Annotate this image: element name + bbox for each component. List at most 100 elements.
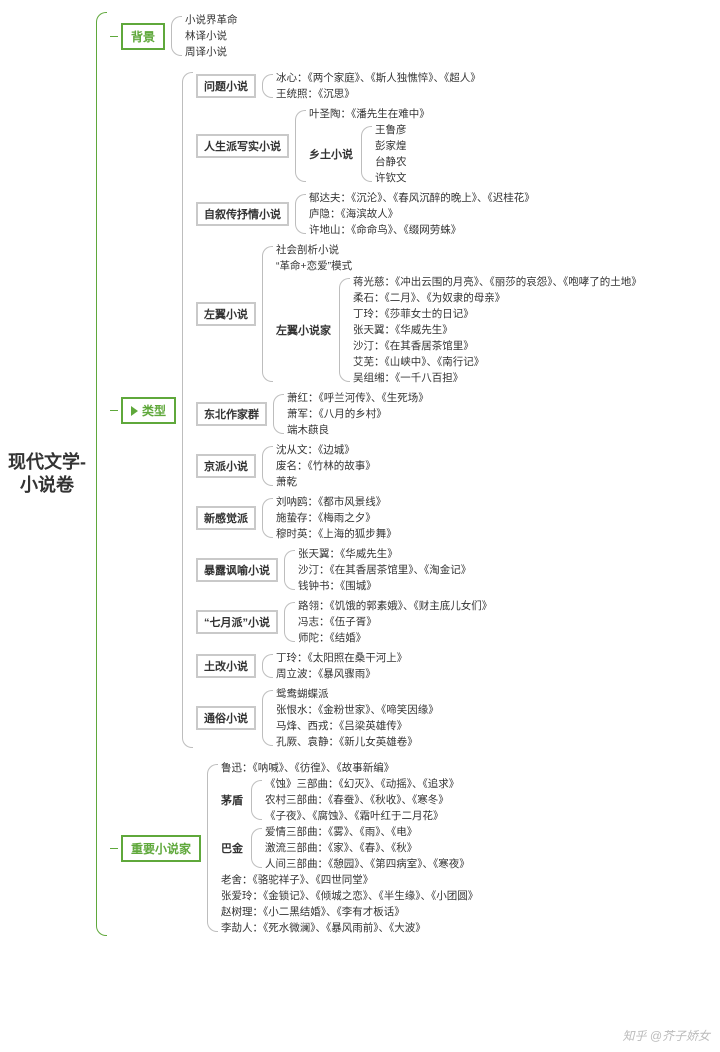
leaf-text: 吴组缃：《一千八百担》 <box>353 370 463 386</box>
branch: 冰心：《两个家庭》、《斯人独憔悴》、《超人》王统照：《沉思》 <box>256 70 481 102</box>
l1-box: 重要小说家 <box>121 835 201 862</box>
leaf-text: 农村三部曲：《春蚕》、《秋收》、《寒冬》 <box>265 792 449 808</box>
leaf-row: 人间三部曲：《憩园》、《第四病室》、《寒夜》 <box>265 856 470 872</box>
leaf-row: 农村三部曲：《春蚕》、《秋收》、《寒冬》 <box>265 792 459 808</box>
subnode-row: 左翼小说家蒋光慈：《冲出云围的月亮》、《丽莎的哀怨》、《咆哮了的土地》柔石：《二… <box>276 274 642 386</box>
bracket <box>251 780 262 820</box>
leaf-text: 鸳鸯蝴蝶派 <box>276 686 329 702</box>
leaf-text: 赵树理：《小二黑结婚》、《李有才板话》 <box>221 904 405 920</box>
leaf-text: 师陀：《结婚》 <box>298 630 366 646</box>
leaf-row: 许地山：《命命鸟》、《缀网劳蛛》 <box>309 222 535 238</box>
children-col: 鸳鸯蝴蝶派张恨水：《金粉世家》、《啼笑因缘》马烽、西戎：《吕梁英雄传》孔厥、袁静… <box>276 686 439 750</box>
leaf-text: 萧红：《呼兰河传》、《生死场》 <box>287 390 429 406</box>
leaf-row: 李劼人：《死水微澜》、《暴风雨前》、《大波》 <box>221 920 478 936</box>
leaf-text: 孔厥、袁静：《新儿女英雄卷》 <box>276 734 418 750</box>
l2-box: 京派小说 <box>196 454 256 478</box>
leaf-row: 艾芜：《山峡中》、《南行记》 <box>353 354 642 370</box>
leaf-text: 端木蕻良 <box>287 422 329 438</box>
leaf-text: 沙汀：《在其香居茶馆里》、《淘金记》 <box>298 562 471 578</box>
root-bracket <box>96 12 107 936</box>
leaf-row: 小说界革命 <box>185 12 238 28</box>
leaf-row: 路翎：《饥饿的郭素娥》、《财主底儿女们》 <box>298 598 492 614</box>
children-col: 沈从文：《边城》废名：《竹林的故事》萧乾 <box>276 442 376 490</box>
branch: 路翎：《饥饿的郭素娥》、《财主底儿女们》冯志：《伍子胥》师陀：《结婚》 <box>278 598 492 646</box>
children-col: 冰心：《两个家庭》、《斯人独憔悴》、《超人》王统照：《沉思》 <box>276 70 481 102</box>
leaf-row: 萧红：《呼兰河传》、《生死场》 <box>287 390 429 406</box>
l2-row: 暴露讽喻小说张天翼：《华威先生》沙汀：《在其香居茶馆里》、《淘金记》钱钟书：《围… <box>196 546 642 594</box>
leaf-row: 张天翼：《华威先生》 <box>353 322 642 338</box>
leaf-row: 钱钟书：《围城》 <box>298 578 471 594</box>
bracket <box>171 16 182 56</box>
leaf-text: 废名：《竹林的故事》 <box>276 458 376 474</box>
leaf-row: 周立波：《暴风骤雨》 <box>276 666 407 682</box>
leaf-text: 老舍：《骆驼祥子》、《四世同堂》 <box>221 872 373 888</box>
leaf-row: 柔石：《二月》、《为奴隶的母亲》 <box>353 290 642 306</box>
bracket <box>262 654 273 678</box>
bracket <box>251 828 262 868</box>
level1-container: 背景 小说界革命林译小说周译小说类型 问题小说冰心：《两个家庭》、《斯人独憔悴》、《… <box>110 8 642 940</box>
leaf-row: 叶圣陶：《潘先生在难中》 <box>309 106 430 122</box>
leaf-text: 穆时英：《上海的狐步舞》 <box>276 526 397 542</box>
leaf-text: 柔石：《二月》、《为奴隶的母亲》 <box>353 290 505 306</box>
l2-row: 东北作家群萧红：《呼兰河传》、《生死场》萧军：《八月的乡村》端木蕻良 <box>196 390 642 438</box>
bracket <box>262 690 273 746</box>
leaf-row: 萧乾 <box>276 474 376 490</box>
branch: 张天翼：《华威先生》沙汀：《在其香居茶馆里》、《淘金记》钱钟书：《围城》 <box>278 546 471 594</box>
l1-label: 类型 <box>142 404 166 418</box>
l1-label: 背景 <box>131 30 155 44</box>
leaf-row: 张爱玲：《金锁记》、《倾城之恋》、《半生缘》、《小团圆》 <box>221 888 478 904</box>
l2-col: 问题小说冰心：《两个家庭》、《斯人独憔悴》、《超人》王统照：《沉思》人生派写实小… <box>196 68 642 752</box>
children-col: 《蚀》三部曲：《幻灭》、《动摇》、《追求》农村三部曲：《春蚕》、《秋收》、《寒冬… <box>265 776 459 824</box>
watermark: 知乎 @芥子娇女 <box>622 1027 710 1044</box>
leaf-text: 张爱玲：《金锁记》、《倾城之恋》、《半生缘》、《小团圆》 <box>221 888 478 904</box>
leaf-text: 丁玲：《太阳照在桑干河上》 <box>276 650 407 666</box>
branch: 丁玲：《太阳照在桑干河上》周立波：《暴风骤雨》 <box>256 650 407 682</box>
leaf-text: 萧乾 <box>276 474 297 490</box>
bracket <box>273 394 284 434</box>
connector-stub <box>110 36 118 37</box>
children-col: 张天翼：《华威先生》沙汀：《在其香居茶馆里》、《淘金记》钱钟书：《围城》 <box>298 546 471 594</box>
leaf-text: 社会剖析小说 <box>276 242 339 258</box>
leaf-row: 爱情三部曲：《雾》、《雨》、《电》 <box>265 824 470 840</box>
bracket <box>284 602 295 642</box>
leaf-text: 小说界革命 <box>185 12 238 28</box>
leaf-text: 周译小说 <box>185 44 227 60</box>
connector-stub <box>110 410 118 411</box>
leaf-row: 师陀：《结婚》 <box>298 630 492 646</box>
leaf-text: 马烽、西戎：《吕梁英雄传》 <box>276 718 407 734</box>
leaf-text: 刘呐鸥：《都市风景线》 <box>276 494 386 510</box>
l2-box: 问题小说 <box>196 74 256 98</box>
l1-row: 背景 小说界革命林译小说周译小说 <box>110 12 642 60</box>
l2-box: “七月派”小说 <box>196 610 278 634</box>
leaf-row: 孔厥、袁静：《新儿女英雄卷》 <box>276 734 439 750</box>
leaf-row: 沈从文：《边城》 <box>276 442 376 458</box>
leaf-text: 李劼人：《死水微澜》、《暴风雨前》、《大波》 <box>221 920 426 936</box>
children-col: 路翎：《饥饿的郭素娥》、《财主底儿女们》冯志：《伍子胥》师陀：《结婚》 <box>298 598 492 646</box>
leaf-text: 《子夜》、《腐蚀》、《霜叶红于二月花》 <box>265 808 444 824</box>
leaf-row: 周译小说 <box>185 44 238 60</box>
l2-row: 问题小说冰心：《两个家庭》、《斯人独憔悴》、《超人》王统照：《沉思》 <box>196 70 642 102</box>
leaf-row: 郁达夫：《沉沦》、《春风沉醉的晚上》、《迟桂花》 <box>309 190 535 206</box>
leaf-text: 周立波：《暴风骤雨》 <box>276 666 376 682</box>
children-col: 蒋光慈：《冲出云围的月亮》、《丽莎的哀怨》、《咆哮了的土地》柔石：《二月》、《为… <box>353 274 642 386</box>
children-col: 郁达夫：《沉沦》、《春风沉醉的晚上》、《迟桂花》庐隐：《海滨故人》许地山：《命命… <box>309 190 535 238</box>
leaf-text: 沈从文：《边城》 <box>276 442 355 458</box>
leaf-text: 台静农 <box>375 154 407 170</box>
leaf-row: 《蚀》三部曲：《幻灭》、《动摇》、《追求》 <box>265 776 459 792</box>
l2-box: 自叙传抒情小说 <box>196 202 289 226</box>
bracket <box>262 498 273 538</box>
leaf-text: 沙汀：《在其香居茶馆里》 <box>353 338 474 354</box>
leaf-row: 萧军：《八月的乡村》 <box>287 406 429 422</box>
leaf-row: 张恨水：《金粉世家》、《啼笑因缘》 <box>276 702 439 718</box>
bracket <box>284 550 295 590</box>
branch: 郁达夫：《沉沦》、《春风沉醉的晚上》、《迟桂花》庐隐：《海滨故人》许地山：《命命… <box>289 190 535 238</box>
bracket <box>339 278 350 382</box>
l2-box: 人生派写实小说 <box>196 134 289 158</box>
subnode-row: 巴金爱情三部曲：《雾》、《雨》、《电》激流三部曲：《家》、《春》、《秋》人间三部… <box>221 824 478 872</box>
leaf-text: 张恨水：《金粉世家》、《啼笑因缘》 <box>276 702 439 718</box>
leaf-text: 蒋光慈：《冲出云围的月亮》、《丽莎的哀怨》、《咆哮了的土地》 <box>353 274 642 290</box>
bracket <box>262 74 273 98</box>
leaf-text: 鲁迅：《呐喊》、《彷徨》、《故事新编》 <box>221 760 394 776</box>
children-col: 小说界革命林译小说周译小说 <box>185 12 238 60</box>
leaf-text: 庐隐：《海滨故人》 <box>309 206 398 222</box>
